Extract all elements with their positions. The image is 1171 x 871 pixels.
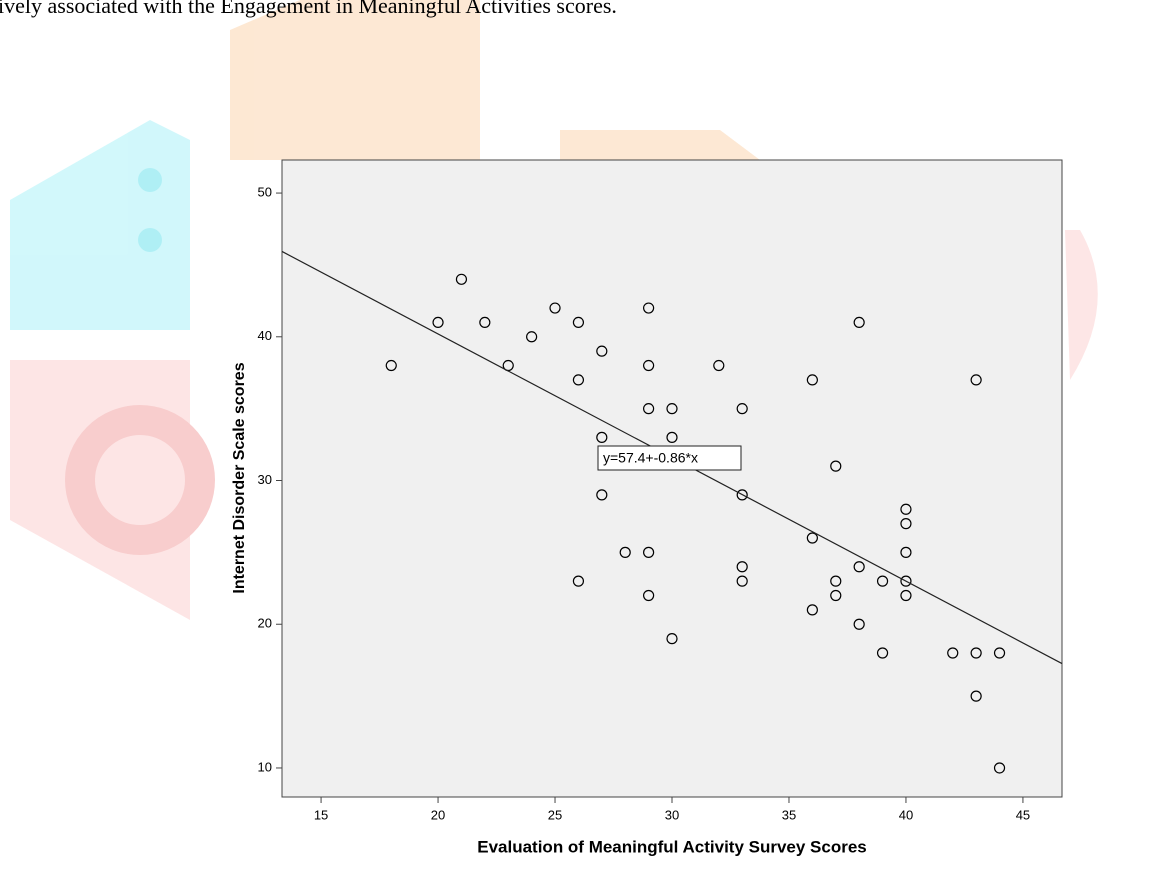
plot-area (282, 160, 1062, 797)
y-axis-label: Internet Disorder Scale scores (231, 362, 248, 593)
x-tick-label: 25 (548, 807, 562, 822)
x-tick-label: 45 (1016, 807, 1030, 822)
x-tick-label: 40 (899, 807, 913, 822)
fit-label: y=57.4+-0.86*x (603, 450, 698, 466)
x-tick-label: 20 (431, 807, 445, 822)
x-tick-label: 15 (314, 807, 328, 822)
body-text: ively associated with the Engagement in … (0, 0, 617, 18)
y-tick-label: 40 (258, 328, 272, 343)
x-tick-label: 35 (782, 807, 796, 822)
chart: ively associated with the Engagement in … (0, 0, 1171, 866)
x-axis-label: Evaluation of Meaningful Activity Survey… (477, 837, 867, 856)
x-tick-label: 30 (665, 807, 679, 822)
page: ively associated with the Engagement in … (0, 0, 1171, 866)
y-tick-label: 50 (258, 184, 272, 199)
y-tick-label: 30 (258, 472, 272, 487)
y-tick-label: 10 (258, 759, 272, 774)
y-tick-label: 20 (258, 616, 272, 631)
